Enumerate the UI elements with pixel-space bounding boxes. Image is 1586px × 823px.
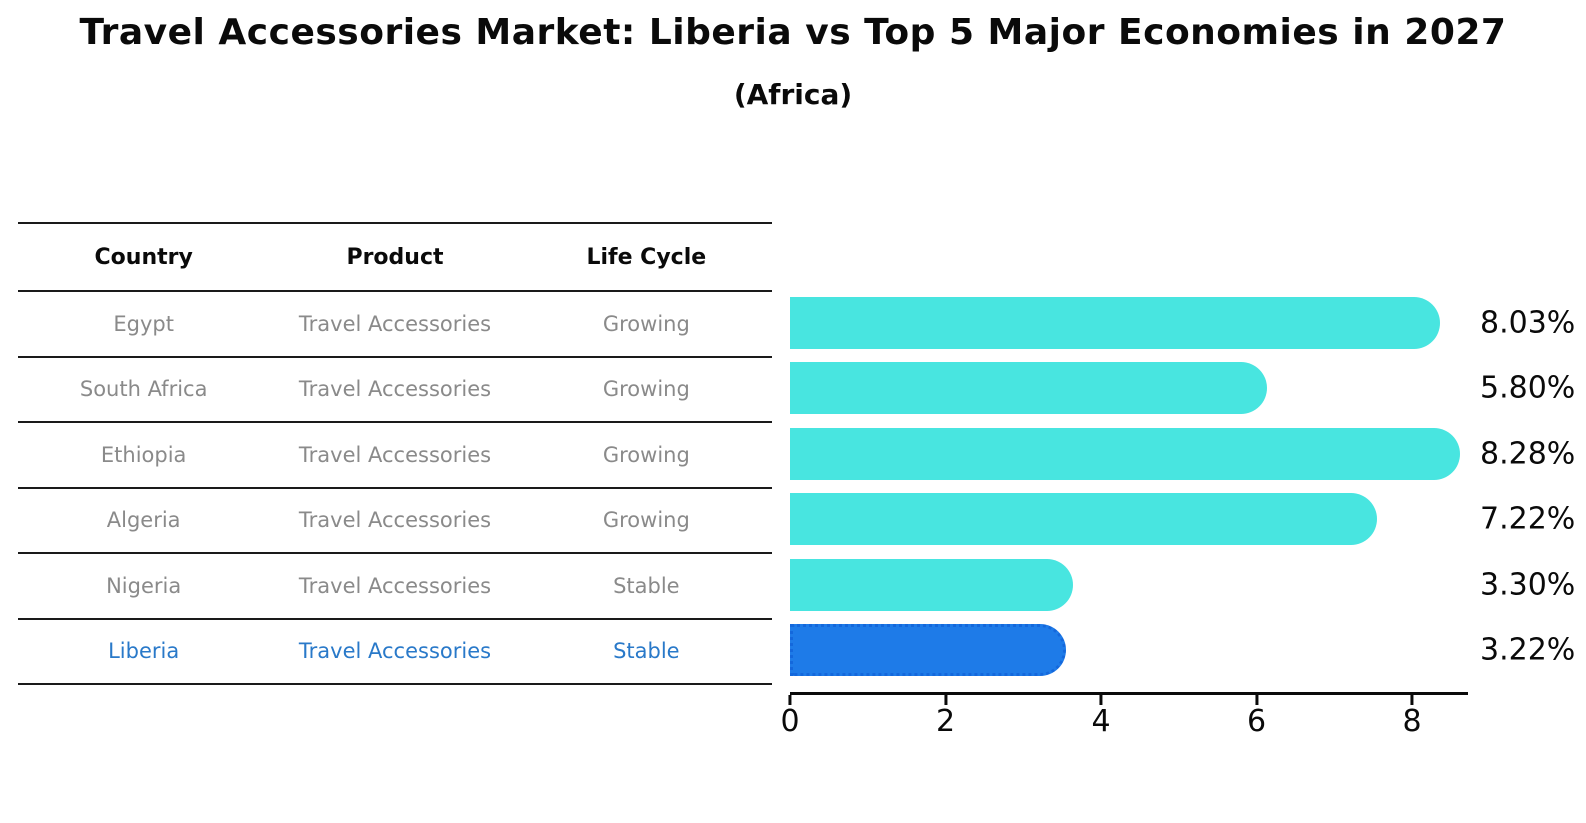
table-row-ethiopia: Ethiopia Travel Accessories Growing xyxy=(18,422,772,488)
x-axis-tick-2: 2 xyxy=(936,695,955,740)
x-axis-line xyxy=(790,692,1468,695)
column-header-product: Product xyxy=(346,244,444,270)
bar-value-label: 8.03% xyxy=(1480,305,1576,341)
table-header-row: Country Product Life Cycle xyxy=(18,223,772,291)
cell-country: South Africa xyxy=(79,377,208,402)
cell-product: Travel Accessories xyxy=(298,311,492,336)
bar-liberia-highlighted xyxy=(790,624,1067,677)
cell-life-cycle: Growing xyxy=(602,442,690,467)
bar-algeria xyxy=(790,493,1378,546)
bar-row-south-africa: 5.80% xyxy=(790,356,1575,422)
column-header-life-cycle: Life Cycle xyxy=(586,244,707,270)
cell-life-cycle: Growing xyxy=(602,311,690,336)
page-subtitle: (Africa) xyxy=(733,78,853,111)
column-header-country: Country xyxy=(94,244,193,270)
tick-label: 2 xyxy=(935,704,956,739)
x-axis-tick-6: 6 xyxy=(1247,695,1266,740)
comparison-table: Country Product Life Cycle Egypt Travel … xyxy=(18,222,772,685)
bar-row-algeria: 7.22% xyxy=(790,487,1575,553)
tick-mark xyxy=(1099,695,1103,705)
tick-mark xyxy=(1410,695,1414,705)
table-row-south-africa: South Africa Travel Accessories Growing xyxy=(18,356,772,423)
bar-ethiopia xyxy=(790,427,1460,480)
bar-row-liberia: 3.22% xyxy=(790,618,1575,684)
cell-country: Nigeria xyxy=(106,573,182,598)
tick-label: 6 xyxy=(1246,704,1267,739)
bar-row-ethiopia: 8.28% xyxy=(790,421,1575,487)
table-header: Country Product Life Cycle xyxy=(18,223,772,291)
tick-label: 8 xyxy=(1402,704,1422,739)
tick-mark xyxy=(1255,695,1258,705)
cell-product: Travel Accessories xyxy=(298,508,492,533)
cell-country: Egypt xyxy=(113,311,174,336)
cell-life-cycle: Stable xyxy=(613,573,680,598)
bar-value-label: 3.30% xyxy=(1480,567,1576,603)
bar-egypt xyxy=(790,296,1441,349)
cell-product: Travel Accessories xyxy=(298,573,492,598)
cell-product: Travel Accessories xyxy=(298,639,492,664)
x-axis-tick-0: 0 xyxy=(780,695,800,740)
bar-value-label: 8.28% xyxy=(1480,436,1576,472)
cell-life-cycle: Stable xyxy=(613,639,680,664)
cell-product: Travel Accessories xyxy=(298,377,492,402)
page-title: Travel Accessories Market: Liberia vs To… xyxy=(79,12,1507,53)
tick-mark xyxy=(944,695,947,705)
x-axis: 0 2 4 6 8 xyxy=(780,692,1468,752)
cell-life-cycle: Growing xyxy=(602,377,690,402)
bar-value-label: 5.80% xyxy=(1480,370,1576,406)
cell-country: Ethiopia xyxy=(100,442,187,467)
x-axis-tick-4: 4 xyxy=(1091,695,1111,740)
bar-value-label: 3.22% xyxy=(1480,632,1576,668)
tick-label: 0 xyxy=(780,704,800,739)
bar-row-nigeria: 3.30% xyxy=(790,552,1575,618)
bar-nigeria xyxy=(790,558,1073,611)
table-row-egypt: Egypt Travel Accessories Growing xyxy=(18,291,772,357)
bar-value-label: 7.22% xyxy=(1480,501,1576,537)
table-row-nigeria: Nigeria Travel Accessories Stable xyxy=(18,553,772,619)
cell-country: Algeria xyxy=(106,508,181,533)
tick-mark xyxy=(788,695,792,705)
table-row-liberia: Liberia Travel Accessories Stable xyxy=(18,618,772,684)
x-axis-tick-8: 8 xyxy=(1402,695,1422,740)
bar-row-egypt: 8.03% xyxy=(790,290,1575,356)
cell-product: Travel Accessories xyxy=(298,442,492,467)
bar-chart: 8.03% 5.80% 8.28% 7.22% 3.30% 3.22% xyxy=(790,290,1575,684)
tick-label: 4 xyxy=(1091,704,1111,739)
bar-south-africa xyxy=(790,362,1267,415)
table-row-algeria: Algeria Travel Accessories Growing xyxy=(18,487,772,554)
cell-life-cycle: Growing xyxy=(602,508,690,533)
cell-country: Liberia xyxy=(108,639,180,664)
